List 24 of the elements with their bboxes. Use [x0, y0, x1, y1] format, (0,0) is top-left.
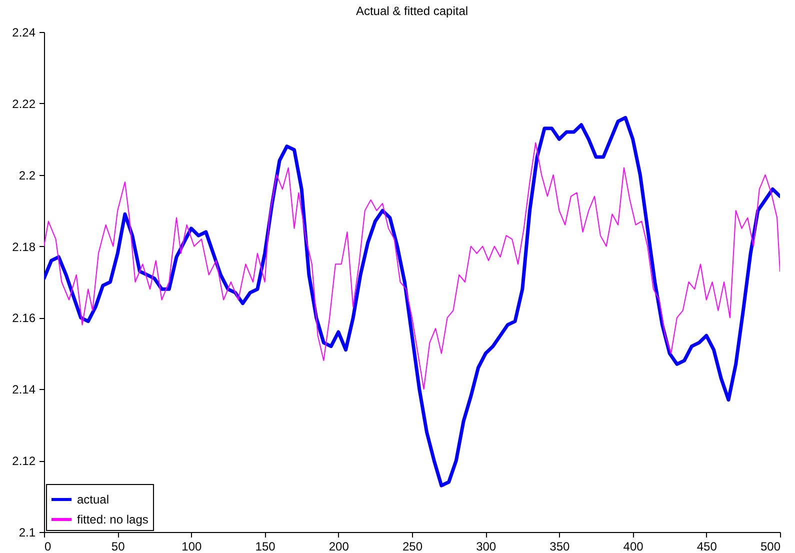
legend-label: actual	[77, 492, 110, 506]
x-tick-label: 150	[255, 540, 276, 553]
y-tick-label: 2.12	[12, 454, 36, 468]
x-tick-label: 200	[328, 540, 350, 553]
x-tick-label: 450	[696, 540, 718, 553]
x-tick-label: 350	[550, 540, 570, 553]
x-tick-label: 400	[623, 540, 644, 553]
y-tick-label: 2.14	[12, 382, 36, 397]
chart-title: Actual & fitted capital	[356, 4, 468, 18]
x-tick-label: 0	[44, 540, 52, 553]
x-tick-label: 500	[760, 540, 781, 553]
x-tick-label: 250	[402, 540, 423, 553]
line-series	[44, 116, 780, 488]
x-tick-label: 50	[111, 540, 126, 553]
x-tick-label: 300	[476, 540, 496, 553]
y-tick-label: 2.1	[18, 526, 36, 540]
y-tick-label: 2.2	[18, 168, 36, 182]
line-series	[44, 142, 780, 390]
y-tick-label: 2.18	[12, 240, 36, 254]
legend-label: fitted: no lags	[77, 512, 148, 526]
y-tick-label: 2.24	[12, 26, 36, 40]
y-tick-label: 2.16	[12, 311, 36, 326]
x-tick-label: 100	[182, 540, 202, 553]
y-tick-label: 2.22	[12, 96, 36, 111]
